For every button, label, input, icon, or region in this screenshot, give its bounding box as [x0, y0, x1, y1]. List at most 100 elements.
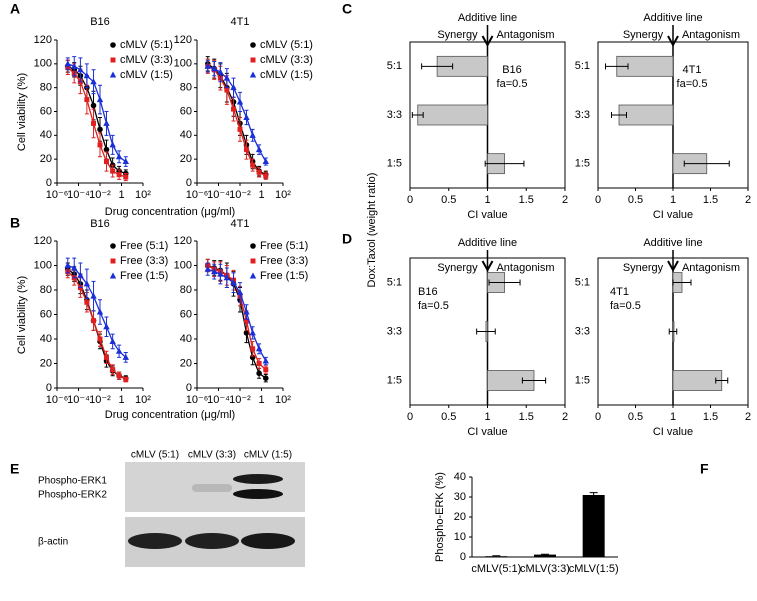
x-tick-label: 10² — [275, 189, 291, 201]
marker — [249, 329, 256, 336]
legend-marker — [110, 57, 116, 63]
marker — [123, 376, 129, 382]
y-tick-label: 0 — [186, 382, 192, 394]
marker — [243, 318, 249, 324]
marker — [77, 66, 84, 73]
annotation: 4T1 — [610, 286, 629, 298]
marker — [262, 375, 269, 382]
x-tick-label: 1 — [670, 411, 676, 423]
x-tick-label: 0 — [407, 194, 413, 206]
x-tick-label: 0 — [407, 411, 413, 423]
reference-label: Additive line — [458, 12, 517, 24]
x-tick-label: 2 — [562, 194, 568, 206]
y-tick-label: 3:3 — [575, 325, 590, 337]
x-axis-label: CI value — [467, 426, 507, 438]
panel-label: A — [10, 1, 20, 17]
annotation: 4T1 — [683, 64, 702, 76]
legend-label: cMLV (5:1) — [260, 39, 313, 51]
annotation: B16 — [502, 64, 522, 76]
y-tick-label: 60 — [40, 105, 52, 117]
marker — [103, 119, 110, 126]
legend-label: Free (3:3) — [120, 255, 168, 267]
reference-label: Additive line — [643, 12, 702, 24]
annotation: fa=0.5 — [418, 300, 449, 312]
marker — [64, 262, 71, 268]
chart-title: B16 — [90, 218, 110, 230]
marker — [103, 323, 110, 330]
y-tick-label: 5:1 — [387, 276, 402, 288]
right-label: Antagonism — [496, 29, 554, 41]
panel-label: D — [342, 231, 352, 247]
marker — [97, 336, 103, 342]
chart-title: 4T1 — [231, 16, 250, 28]
legend-marker — [110, 42, 116, 48]
marker — [103, 146, 110, 153]
marker — [236, 288, 244, 295]
blot-band — [128, 533, 182, 549]
y-tick-label: 1:5 — [387, 158, 402, 170]
legend-marker — [250, 258, 256, 264]
reference-label: Additive line — [458, 237, 517, 249]
y-tick-label: 1:5 — [387, 374, 402, 386]
y-tick-label: 20 — [40, 153, 52, 165]
marker — [223, 74, 231, 81]
right-label: Antagonism — [682, 262, 740, 274]
annotation: fa=0.5 — [497, 78, 528, 90]
x-tick-label: 0.5 — [628, 194, 643, 206]
marker — [122, 353, 129, 360]
marker — [224, 87, 230, 93]
legend-marker — [249, 272, 257, 279]
legend-marker — [250, 243, 256, 249]
y-tick-label: 5:1 — [575, 60, 590, 72]
x-tick-label: 1 — [484, 411, 490, 423]
x-tick-label: 2 — [745, 411, 751, 423]
series-line — [207, 268, 267, 362]
x-tick-label: 2 — [562, 411, 568, 423]
marker — [84, 299, 90, 305]
marker — [262, 357, 269, 364]
x-tick-label: 0 — [595, 411, 601, 423]
x-tick-label: 10⁻² — [229, 394, 251, 406]
x-tick-label: 1.5 — [519, 411, 534, 423]
legend-label: cMLV (5:1) — [120, 39, 173, 51]
x-tick-label: 1 — [258, 394, 264, 406]
marker — [97, 126, 103, 133]
reference-arrow — [667, 260, 679, 273]
marker — [223, 274, 231, 281]
series-line — [207, 65, 267, 177]
error-bar — [488, 279, 521, 286]
y-tick-label: 40 — [454, 471, 466, 483]
marker — [230, 279, 237, 286]
marker — [250, 346, 256, 352]
error-bar — [611, 112, 627, 118]
bar — [618, 104, 674, 126]
marker — [116, 172, 122, 178]
legend-label: Free (5:1) — [260, 240, 308, 252]
marker — [243, 330, 250, 336]
marker — [116, 373, 122, 379]
y-tick-label: 100 — [174, 259, 192, 271]
marker — [256, 169, 262, 175]
x-tick-label: 10² — [135, 394, 151, 406]
y-tick-label: 20 — [180, 357, 192, 369]
x-tick-label: 1 — [118, 394, 124, 406]
y-tick-label: 3:3 — [387, 325, 402, 337]
x-tick-label: 1.5 — [519, 194, 534, 206]
marker — [211, 268, 218, 275]
x-tick-label: 1 — [484, 194, 490, 206]
reference-arrow — [481, 35, 494, 48]
marker — [91, 120, 97, 126]
marker — [110, 367, 116, 373]
y-tick-label: 0 — [46, 382, 52, 394]
x-tick-label: 1.5 — [703, 411, 718, 423]
marker — [115, 153, 123, 160]
y-tick-label: 3:3 — [387, 109, 402, 121]
marker — [255, 345, 263, 352]
marker — [90, 292, 97, 299]
x-tick-label: 10⁻² — [229, 189, 251, 201]
x-tick-label: 1.5 — [703, 194, 718, 206]
x-tick-label: 10⁻⁴ — [67, 394, 90, 406]
series-line — [67, 63, 127, 163]
legend-marker — [250, 42, 256, 48]
bar — [417, 104, 488, 126]
